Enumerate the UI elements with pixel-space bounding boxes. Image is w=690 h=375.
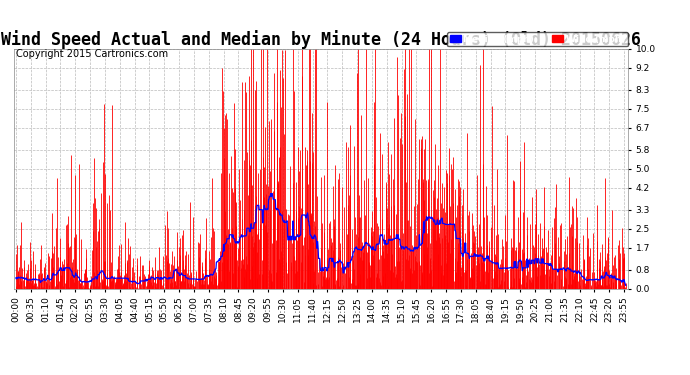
Text: Copyright 2015 Cartronics.com: Copyright 2015 Cartronics.com bbox=[16, 49, 168, 59]
Legend: Median (mph), Wind (mph): Median (mph), Wind (mph) bbox=[447, 32, 628, 46]
Title: Wind Speed Actual and Median by Minute (24 Hours) (Old) 20150626: Wind Speed Actual and Median by Minute (… bbox=[1, 30, 641, 49]
